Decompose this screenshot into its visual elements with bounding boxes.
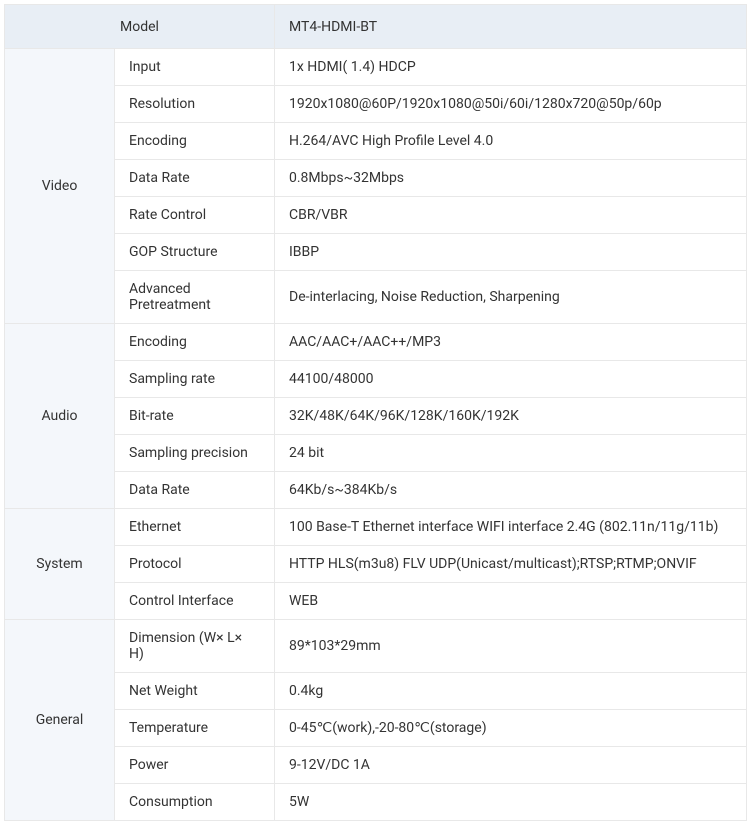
header-row: ModelMT4-HDMI-BT xyxy=(5,5,747,49)
param-cell: Rate Control xyxy=(115,197,275,234)
table-row: VideoInput1x HDMI( 1.4) HDCP xyxy=(5,49,747,86)
value-cell: 0-45℃(work),-20-80℃(storage) xyxy=(275,710,747,747)
value-cell: HTTP HLS(m3u8) FLV UDP(Unicast/multicast… xyxy=(275,546,747,583)
value-cell: 89*103*29mm xyxy=(275,620,747,673)
category-cell: System xyxy=(5,509,115,620)
table-row: Resolution1920x1080@60P/1920x1080@50i/60… xyxy=(5,86,747,123)
model-value: MT4-HDMI-BT xyxy=(275,5,747,49)
value-cell: 1920x1080@60P/1920x1080@50i/60i/1280x720… xyxy=(275,86,747,123)
model-label: Model xyxy=(5,5,275,49)
table-row: Rate ControlCBR/VBR xyxy=(5,197,747,234)
table-row: Data Rate64Kb/s~384Kb/s xyxy=(5,472,747,509)
param-cell: Sampling rate xyxy=(115,361,275,398)
param-cell: Bit-rate xyxy=(115,398,275,435)
table-row: Sampling rate44100/48000 xyxy=(5,361,747,398)
param-cell: Protocol xyxy=(115,546,275,583)
param-cell: GOP Structure xyxy=(115,234,275,271)
table-row: Control InterfaceWEB xyxy=(5,583,747,620)
value-cell: 0.8Mbps~32Mbps xyxy=(275,160,747,197)
value-cell: 1x HDMI( 1.4) HDCP xyxy=(275,49,747,86)
table-row: Temperature0-45℃(work),-20-80℃(storage) xyxy=(5,710,747,747)
value-cell: AAC/AAC+/AAC++/MP3 xyxy=(275,324,747,361)
category-cell: Video xyxy=(5,49,115,324)
table-row: SystemEthernet100 Base-T Ethernet interf… xyxy=(5,509,747,546)
value-cell: H.264/AVC High Profile Level 4.0 xyxy=(275,123,747,160)
value-cell: De-interlacing, Noise Reduction, Sharpen… xyxy=(275,271,747,324)
param-cell: Power xyxy=(115,747,275,784)
table-row: ProtocolHTTP HLS(m3u8) FLV UDP(Unicast/m… xyxy=(5,546,747,583)
value-cell: 0.4kg xyxy=(275,673,747,710)
value-cell: WEB xyxy=(275,583,747,620)
param-cell: Advanced Pretreatment xyxy=(115,271,275,324)
param-cell: Resolution xyxy=(115,86,275,123)
param-cell: Net Weight xyxy=(115,673,275,710)
value-cell: IBBP xyxy=(275,234,747,271)
param-cell: Encoding xyxy=(115,123,275,160)
param-cell: Encoding xyxy=(115,324,275,361)
param-cell: Ethernet xyxy=(115,509,275,546)
param-cell: Input xyxy=(115,49,275,86)
table-row: Power9-12V/DC 1A xyxy=(5,747,747,784)
table-row: Bit-rate32K/48K/64K/96K/128K/160K/192K xyxy=(5,398,747,435)
table-row: GOP StructureIBBP xyxy=(5,234,747,271)
param-cell: Control Interface xyxy=(115,583,275,620)
param-cell: Dimension (W× L× H) xyxy=(115,620,275,673)
param-cell: Consumption xyxy=(115,784,275,821)
value-cell: CBR/VBR xyxy=(275,197,747,234)
table-row: AudioEncodingAAC/AAC+/AAC++/MP3 xyxy=(5,324,747,361)
param-cell: Data Rate xyxy=(115,472,275,509)
table-row: Consumption5W xyxy=(5,784,747,821)
value-cell: 64Kb/s~384Kb/s xyxy=(275,472,747,509)
value-cell: 32K/48K/64K/96K/128K/160K/192K xyxy=(275,398,747,435)
table-row: Sampling precision24 bit xyxy=(5,435,747,472)
spec-table: ModelMT4-HDMI-BTVideoInput1x HDMI( 1.4) … xyxy=(4,4,747,821)
param-cell: Sampling precision xyxy=(115,435,275,472)
value-cell: 44100/48000 xyxy=(275,361,747,398)
table-row: EncodingH.264/AVC High Profile Level 4.0 xyxy=(5,123,747,160)
param-cell: Temperature xyxy=(115,710,275,747)
table-row: GeneralDimension (W× L× H)89*103*29mm xyxy=(5,620,747,673)
value-cell: 5W xyxy=(275,784,747,821)
value-cell: 100 Base-T Ethernet interface WIFI inter… xyxy=(275,509,747,546)
category-cell: Audio xyxy=(5,324,115,509)
category-cell: General xyxy=(5,620,115,821)
table-row: Advanced PretreatmentDe-interlacing, Noi… xyxy=(5,271,747,324)
param-cell: Data Rate xyxy=(115,160,275,197)
value-cell: 9-12V/DC 1A xyxy=(275,747,747,784)
table-row: Data Rate0.8Mbps~32Mbps xyxy=(5,160,747,197)
value-cell: 24 bit xyxy=(275,435,747,472)
table-row: Net Weight0.4kg xyxy=(5,673,747,710)
